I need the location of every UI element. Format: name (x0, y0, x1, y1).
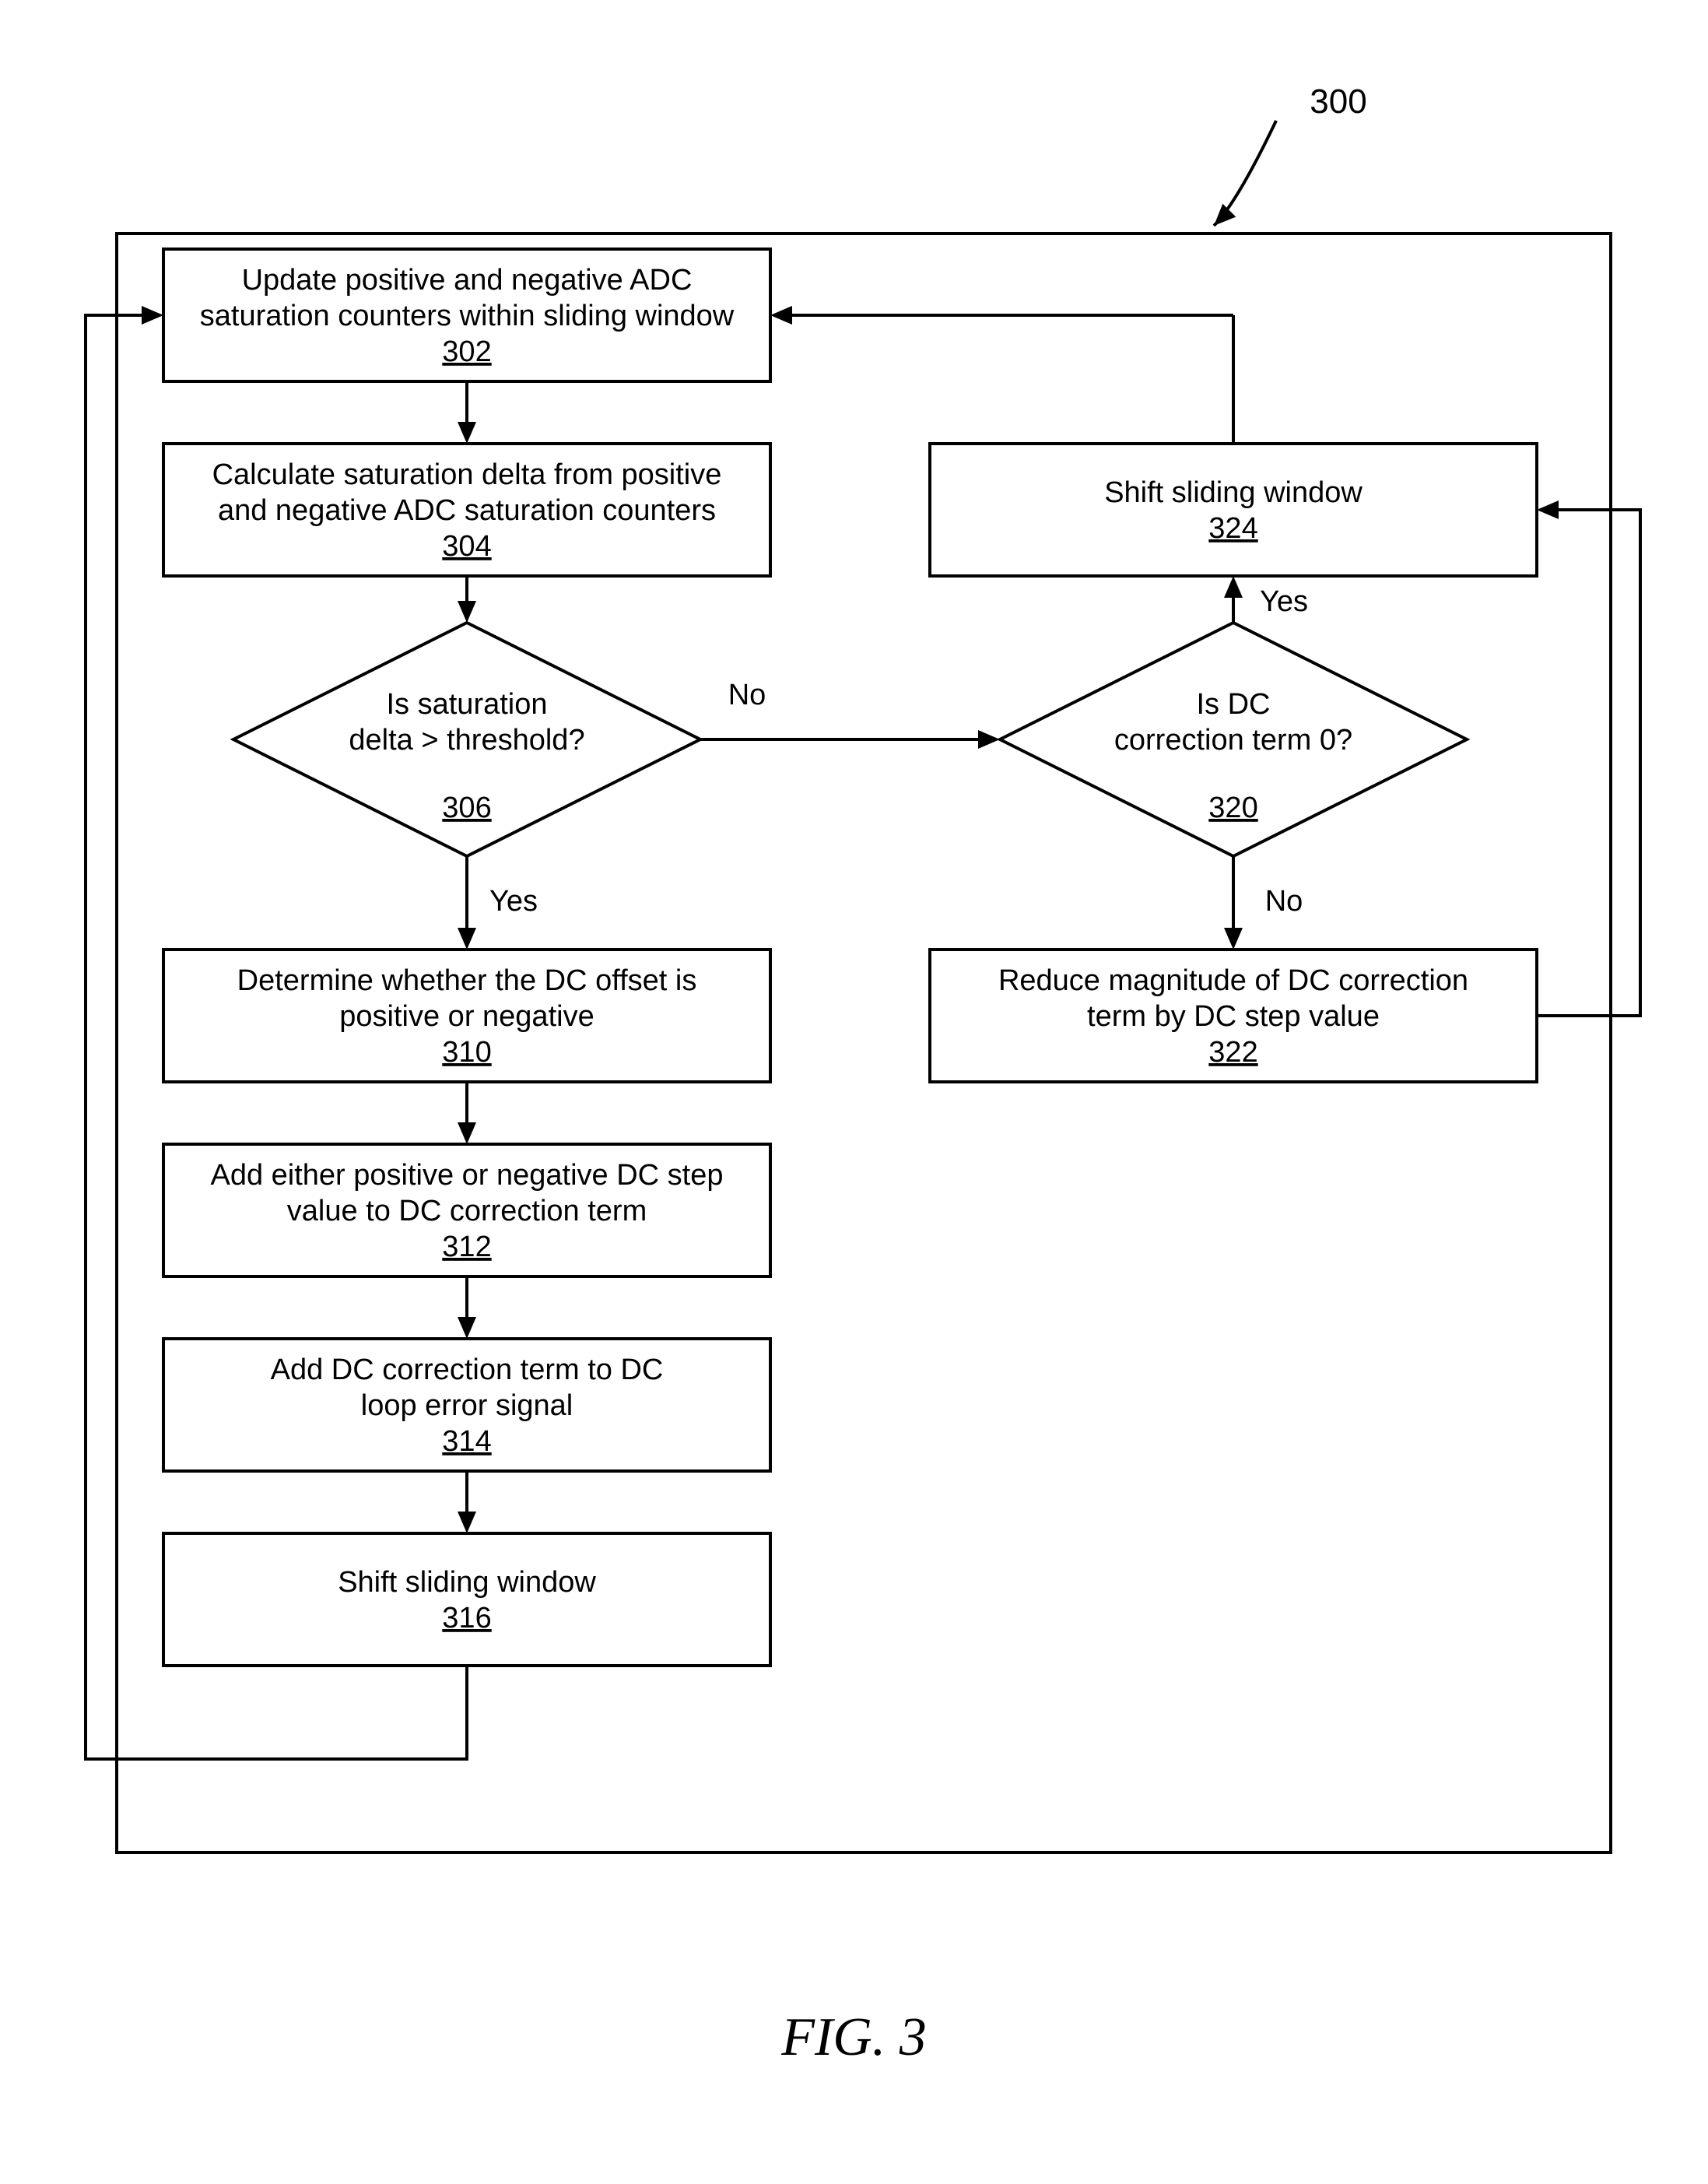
svg-text:Is saturation: Is saturation (387, 688, 548, 721)
svg-text:312: 312 (442, 1231, 491, 1263)
svg-text:Add DC correction term to DC: Add DC correction term to DC (271, 1354, 664, 1386)
svg-text:No: No (1265, 885, 1303, 918)
svg-text:Reduce magnitude of DC correct: Reduce magnitude of DC correction (998, 964, 1468, 997)
svg-text:Determine whether the DC offse: Determine whether the DC offset is (237, 964, 697, 997)
svg-text:delta > threshold?: delta > threshold? (349, 724, 584, 757)
svg-text:saturation counters within sli: saturation counters within sliding windo… (200, 300, 735, 332)
svg-text:Yes: Yes (489, 885, 538, 918)
svg-text:Is DC: Is DC (1197, 688, 1271, 721)
svg-text:300: 300 (1310, 83, 1366, 121)
svg-text:term by DC step value: term by DC step value (1087, 1000, 1380, 1033)
svg-text:324: 324 (1208, 512, 1257, 545)
svg-text:304: 304 (442, 530, 491, 563)
svg-text:Shift sliding window: Shift sliding window (338, 1566, 596, 1599)
svg-text:FIG. 3: FIG. 3 (780, 2007, 927, 2067)
svg-text:316: 316 (442, 1602, 491, 1634)
svg-text:320: 320 (1208, 792, 1257, 824)
svg-text:No: No (728, 679, 766, 711)
svg-text:Update positive and negative A: Update positive and negative ADC (242, 264, 693, 297)
svg-text:314: 314 (442, 1425, 491, 1458)
svg-text:Yes: Yes (1260, 585, 1308, 618)
svg-text:and negative ADC saturation co: and negative ADC saturation counters (218, 494, 716, 527)
svg-text:Calculate saturation delta fro: Calculate saturation delta from positive (212, 458, 722, 491)
svg-text:306: 306 (442, 792, 491, 824)
svg-text:value to DC correction term: value to DC correction term (287, 1195, 647, 1227)
svg-text:Add either positive or negativ: Add either positive or negative DC step (210, 1159, 723, 1192)
svg-text:322: 322 (1208, 1036, 1257, 1069)
svg-text:Shift sliding window: Shift sliding window (1104, 476, 1363, 509)
svg-text:positive or negative: positive or negative (339, 1000, 594, 1033)
svg-text:302: 302 (442, 335, 491, 368)
svg-text:loop error signal: loop error signal (361, 1389, 573, 1422)
svg-text:correction term 0?: correction term 0? (1114, 724, 1352, 757)
svg-text:310: 310 (442, 1036, 491, 1069)
